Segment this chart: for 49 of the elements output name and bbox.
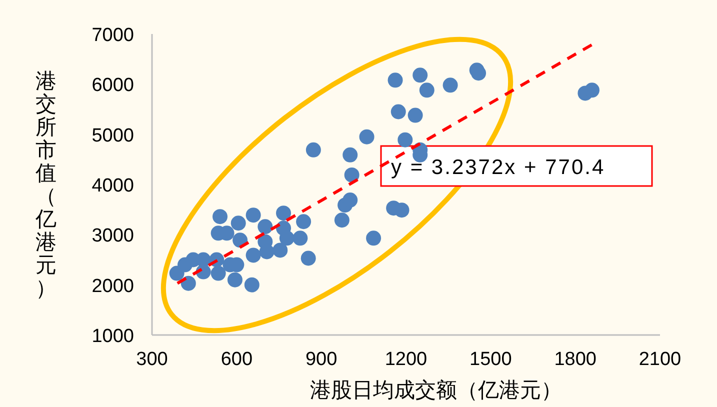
x-tick-label: 1800 [554,349,596,370]
x-axis-title: 港股日均成交额（亿港元） [310,379,562,402]
x-tick-label: 2100 [638,349,682,370]
point [279,230,294,246]
point [212,209,228,224]
point [390,104,406,120]
point [442,78,458,93]
point [180,276,196,291]
y-tick-label: 2000 [92,276,134,297]
point [258,219,273,234]
point [584,82,600,98]
y-tick-label: 3000 [92,226,134,247]
x-tick-label: 1500 [470,349,512,370]
point [359,129,374,144]
point [394,202,410,218]
point [210,266,226,281]
point [300,250,316,266]
point [246,208,261,223]
point [388,72,403,88]
point [366,230,382,246]
point [227,272,242,288]
point [259,244,274,260]
point [306,142,321,158]
point [296,214,312,230]
x-tick-label: 900 [305,349,338,370]
y-tick-label: 4000 [92,176,134,196]
y-tick-label: 1000 [92,326,134,347]
text: 港交所市值（亿港元） [36,70,56,300]
x-tick-label: 600 [220,349,253,370]
point [246,248,261,263]
point [342,147,358,162]
point [398,132,413,148]
point [276,206,292,221]
point [412,68,428,83]
point [342,192,358,208]
point [344,167,360,182]
point [334,212,350,228]
point [419,82,434,98]
point [408,108,423,123]
y-tick-label: 6000 [92,75,134,96]
y-tick-label: 7000 [92,25,134,46]
point [230,216,246,231]
annotation: y = 3.2372x + 770.4 [391,156,606,179]
point [292,230,308,246]
point [272,242,288,258]
y-tick-label: 5000 [92,125,134,146]
x-tick-label: 1200 [384,349,428,370]
point [244,277,260,292]
x-tick-label: 300 [136,349,168,370]
